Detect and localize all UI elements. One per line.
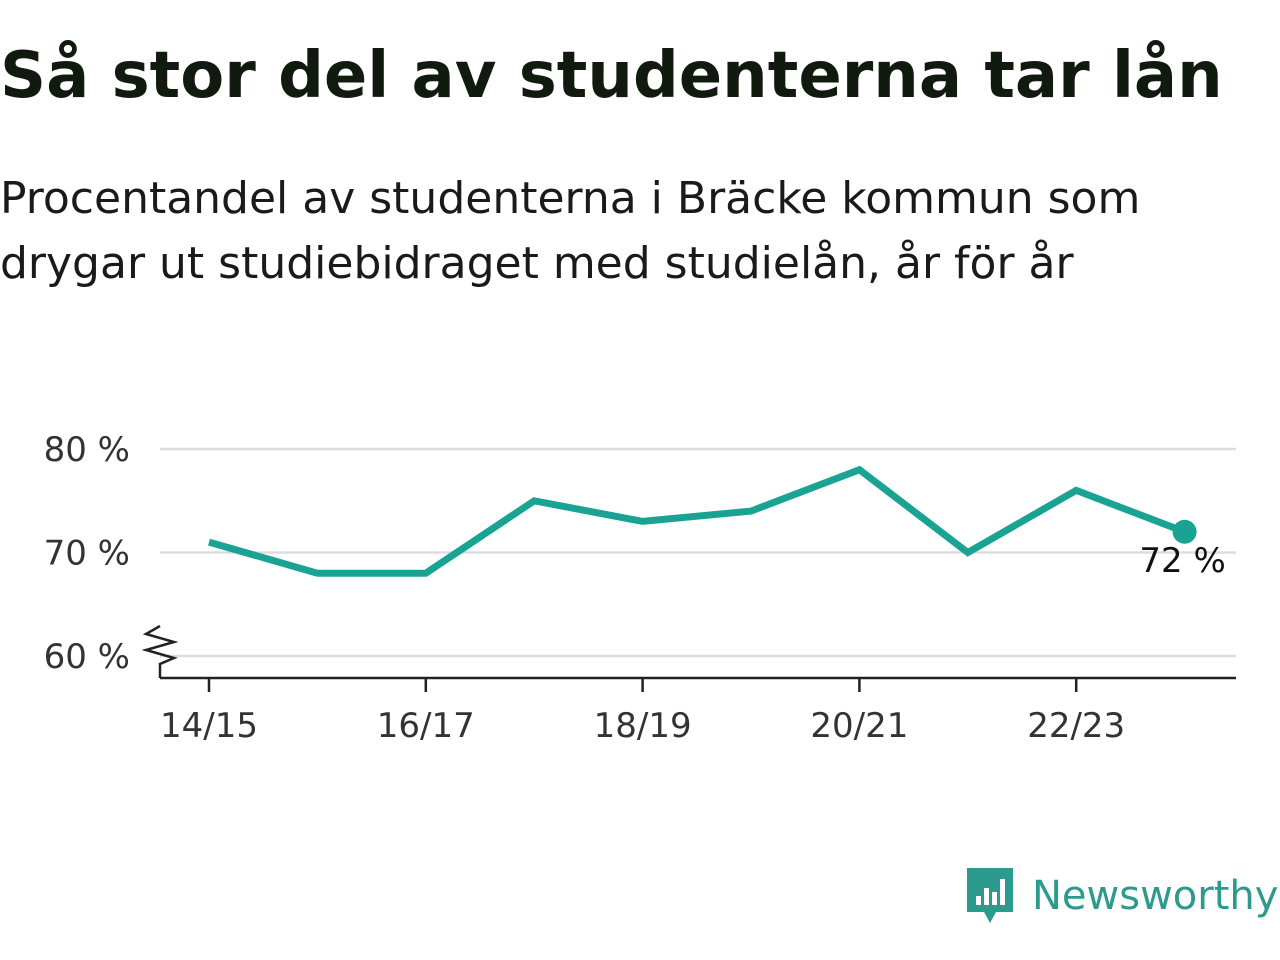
x-tick-label: 20/21	[810, 706, 908, 746]
newsworthy-icon	[967, 868, 1013, 923]
x-tick-label: 22/23	[1027, 706, 1125, 746]
x-ticks	[207, 678, 1078, 692]
end-point	[1172, 519, 1197, 544]
line-chart: 60 % 70 % 80 % 14/15 16/17 18/19 20/21 22/23 7…	[44, 430, 1236, 746]
y-tick-labels: 60 % 70 % 80 %	[44, 430, 130, 677]
x-tick-label: 14/15	[160, 706, 258, 746]
end-label: 72 %	[1139, 541, 1225, 581]
x-tick-labels: 14/15 16/17 18/19 20/21 22/23	[160, 706, 1125, 746]
y-tick-label: 80 %	[44, 430, 130, 470]
y-tick-label: 60 %	[44, 637, 130, 677]
chart-title: Så stor del av studenterna tar lån	[0, 39, 1223, 113]
y-tick-label: 70 %	[44, 534, 130, 574]
chart-subtitle: Procentandel av studenterna i Bräcke kom…	[0, 173, 1141, 289]
brand-logo: Newsworthy	[964, 864, 1278, 928]
x-tick-label: 18/19	[594, 706, 692, 746]
brand-name: Newsworthy	[1032, 873, 1279, 919]
series-line	[208, 465, 1186, 577]
axis-break-icon	[141, 624, 179, 678]
gridlines	[160, 447, 1236, 658]
x-tick-label: 16/17	[377, 706, 475, 746]
